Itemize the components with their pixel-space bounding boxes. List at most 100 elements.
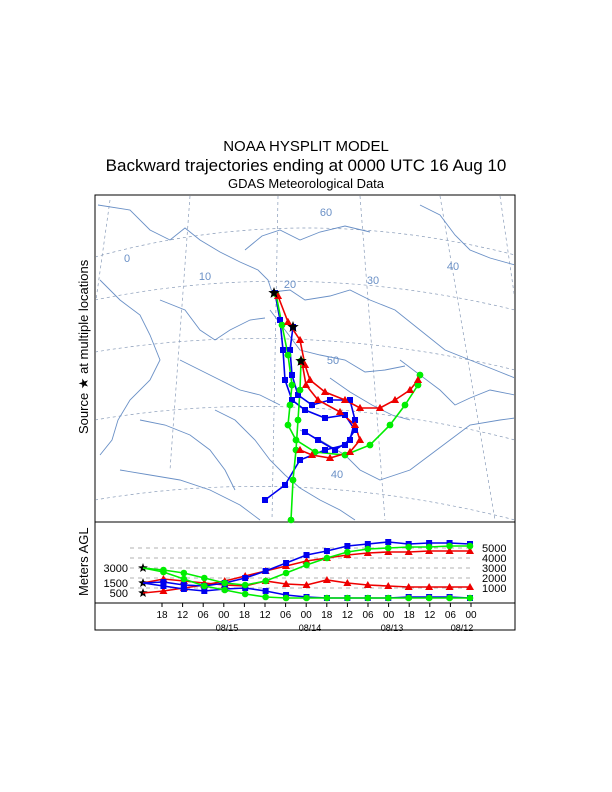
height-series-point: [201, 574, 208, 582]
map-trajectory-point: [280, 347, 286, 353]
map-trajectory-point: [286, 401, 294, 409]
graticule-line: [96, 227, 514, 258]
map-trajectory-line: [277, 295, 419, 409]
height-series-point: [282, 594, 290, 602]
map-trajectory-point: [287, 516, 295, 524]
time-tick-label: 00: [301, 610, 313, 621]
map-trajectory-point: [289, 397, 295, 403]
time-tick-label: 12: [259, 610, 271, 621]
graticule-label: 0: [124, 253, 130, 265]
height-series-point: [323, 548, 330, 554]
graticule-label: 30: [367, 275, 379, 287]
coastline: [99, 279, 161, 456]
map-trajectory-point: [347, 437, 353, 443]
time-tick-label: 18: [404, 610, 416, 621]
height-series-point: [404, 548, 413, 555]
height-series-point: [343, 579, 352, 586]
graticule-label: 40: [447, 261, 459, 273]
graticule-label: 60: [320, 207, 332, 219]
height-series-point: [180, 575, 188, 583]
graticule-label: 50: [327, 355, 339, 367]
time-tick-label: 12: [177, 610, 189, 621]
map-trajectory-point: [295, 392, 301, 398]
height-tick-label: 2000: [482, 573, 506, 585]
coastline: [97, 204, 273, 293]
height-series-point: [425, 543, 433, 551]
height-series-point: [159, 587, 168, 594]
map-trajectory-point: [278, 321, 286, 329]
map-trajectory-point: [288, 381, 296, 389]
height-series-point: [445, 547, 454, 554]
map-trajectory-point: [294, 416, 302, 424]
map-trajectory-point: [296, 446, 304, 453]
graticule-line: [359, 196, 386, 521]
map-frame: [94, 194, 516, 523]
height-series-point: [425, 583, 434, 590]
map-trajectory-point: [302, 381, 310, 388]
map-trajectory-point: [309, 402, 315, 408]
height-series-point: [262, 568, 269, 574]
graticule-label: 20: [284, 279, 296, 291]
height-series-point: [180, 569, 188, 577]
height-series-point: [201, 588, 208, 594]
map-trajectory-point: [356, 404, 364, 411]
height-series-point: [303, 594, 310, 602]
map-trajectory-point: [314, 396, 322, 403]
map-trajectory-line: [290, 360, 302, 521]
coastline: [244, 225, 371, 251]
coastline: [329, 377, 411, 421]
height-series-point: [160, 583, 167, 589]
time-tick-label: 18: [239, 610, 251, 621]
height-series-point: [384, 548, 393, 555]
map-trajectory-point: [322, 415, 328, 421]
map-trajectory-point: [289, 476, 297, 484]
map-trajectory-line: [264, 292, 356, 501]
start-height-label: 3000: [104, 563, 128, 575]
height-series-point: [404, 583, 413, 590]
coastline: [269, 309, 406, 373]
map-trajectory-point: [347, 397, 353, 403]
map-trajectory-point: [352, 417, 358, 423]
height-series-point: [466, 547, 474, 554]
height-series-point: [302, 557, 311, 564]
height-tick-label: 5000: [482, 543, 506, 555]
map-trajectory-point: [296, 336, 304, 343]
height-series-point: [384, 544, 392, 552]
time-tick-label: 12: [424, 610, 436, 621]
coastline: [271, 289, 514, 379]
graticule-line: [96, 338, 514, 371]
time-tick-label: 00: [218, 610, 230, 621]
height-series-point: [384, 594, 392, 602]
height-series-point: [241, 581, 249, 589]
model-name: NOAA HYSPLIT MODEL: [223, 138, 389, 155]
time-tick-label: 06: [445, 610, 457, 621]
coastline: [214, 409, 356, 521]
height-series-point: [322, 576, 331, 583]
graticule-line: [96, 199, 111, 301]
height-series-point: [466, 583, 474, 590]
height-series-point: [323, 594, 331, 602]
height-series-point: [262, 577, 269, 585]
start-height-label: 500: [110, 588, 128, 600]
map-trajectory-point: [341, 396, 349, 403]
source-star-icon: [287, 321, 299, 332]
height-series-point: [283, 560, 290, 566]
height-series-point: [446, 594, 453, 602]
time-tick-label: 00: [465, 610, 477, 621]
map-trajectory-point: [326, 454, 334, 461]
height-series-point: [384, 582, 393, 589]
source-star-icon: [268, 287, 280, 298]
graticule-line: [499, 196, 514, 296]
height-series-point: [221, 579, 229, 587]
height-series-point: [323, 554, 331, 562]
height-series-point: [241, 590, 249, 598]
time-tick-label: 00: [383, 610, 395, 621]
map-trajectory-point: [292, 436, 300, 444]
height-series-point: [221, 586, 229, 594]
time-tick-label: 06: [198, 610, 210, 621]
graticule-line: [169, 196, 191, 471]
map-trajectory-point: [414, 381, 422, 389]
time-tick-label: 06: [280, 610, 292, 621]
map-trajectory-point: [332, 447, 338, 453]
map-trajectory-line: [275, 293, 421, 456]
